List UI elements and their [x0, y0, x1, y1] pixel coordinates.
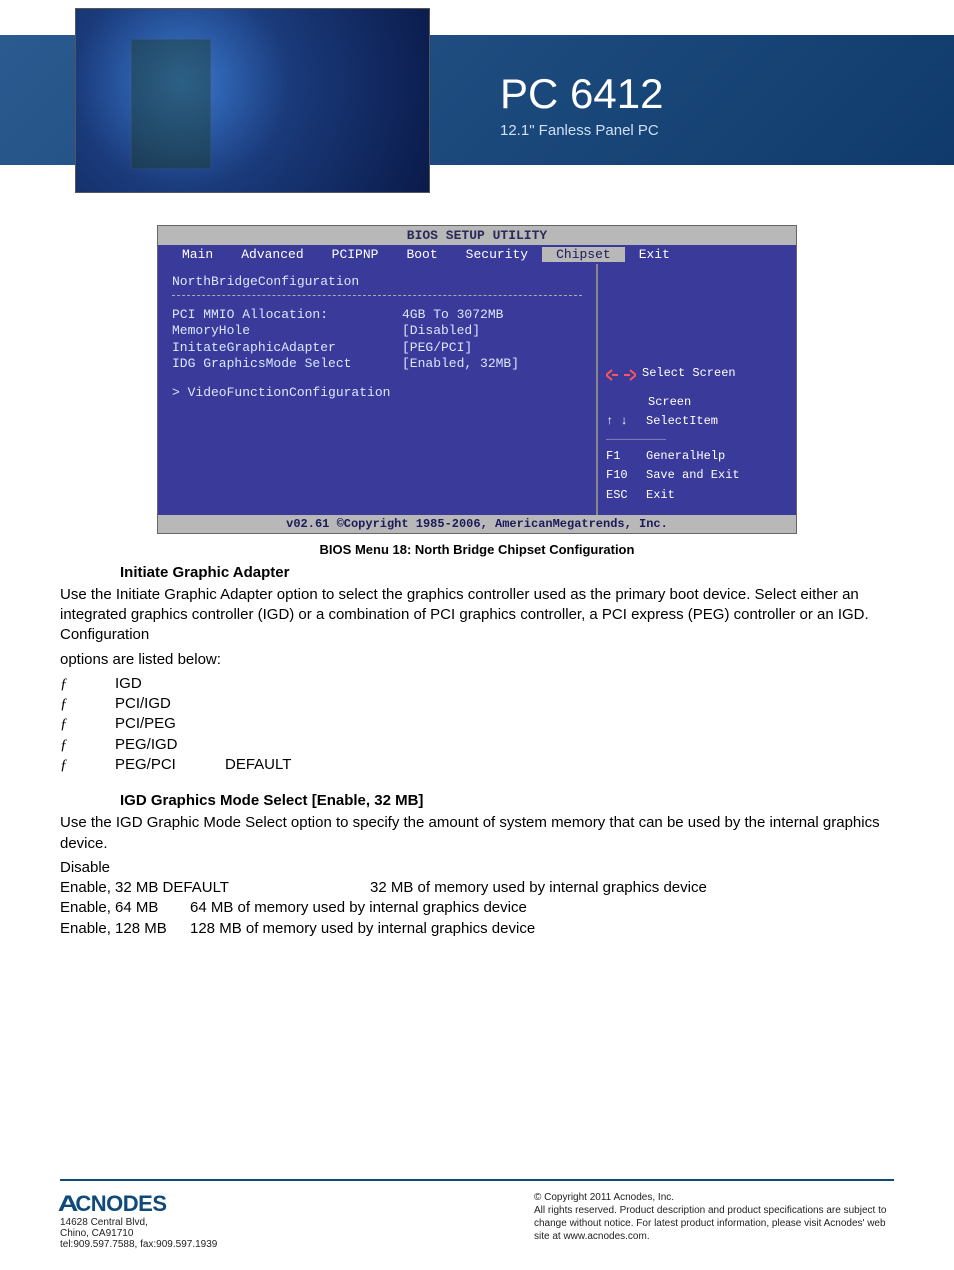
mem-row: Enable, 128 MB128 MB of memory used by i… [60, 919, 894, 939]
left-right-arrows-icon [606, 364, 636, 393]
initiate-paragraph-cont: options are listed below: [60, 650, 894, 670]
acnodes-logo: ACNODES [60, 1191, 217, 1217]
mem-option: Disable [60, 858, 190, 878]
footer-divider [60, 1179, 894, 1181]
option-bullet: ƒ [60, 714, 115, 734]
footer-copyright: © Copyright 2011 Acnodes, Inc. [534, 1191, 894, 1204]
bios-tab-security: Security [452, 247, 542, 262]
bios-setting-label: MemoryHole [172, 323, 402, 338]
bios-setting-row: MemoryHole[Disabled] [172, 323, 582, 338]
option-name: PEG/PCI [115, 755, 225, 775]
mem-option: Enable, 128 MB [60, 919, 190, 939]
bios-setting-label: IDG GraphicsMode Select [172, 356, 402, 371]
option-bullet: ƒ [60, 694, 115, 714]
bios-help-line: F1GeneralHelp [606, 447, 788, 466]
option-default: DEFAULT [225, 755, 291, 775]
header-product-image [75, 8, 430, 193]
product-subtitle: 12.1" Fanless Panel PC [500, 122, 663, 139]
option-bullet: ƒ [60, 674, 115, 694]
bios-setting-row: InitateGraphicAdapter[PEG/PCI] [172, 340, 582, 355]
bios-title-bar: BIOS SETUP UTILITY [158, 226, 796, 245]
bios-setting-value: 4GB To 3072MB [402, 307, 503, 322]
option-bullet: ƒ [60, 735, 115, 755]
bios-tab-main: Main [168, 247, 227, 262]
option-name: PCI/IGD [115, 694, 225, 714]
bios-help-line: F10Save and Exit [606, 466, 788, 485]
option-row: ƒPCI/PEG [60, 714, 894, 734]
help-select-item: SelectItem [646, 412, 718, 431]
bios-section-heading: NorthBridgeConfiguration [172, 274, 582, 289]
bios-footer: v02.61 ©Copyright 1985-2006, AmericanMeg… [158, 515, 796, 533]
bios-help-text: GeneralHelp [646, 447, 725, 466]
bios-tab-chipset: Chipset [542, 247, 625, 262]
mem-row: Disable [60, 858, 894, 878]
mem-desc: 64 MB of memory used by internal graphic… [190, 898, 527, 918]
footer-addr1: 14628 Central Blvd, [60, 1217, 217, 1228]
bios-setting-value: [PEG/PCI] [402, 340, 472, 355]
initiate-paragraph: Use the Initiate Graphic Adapter option … [60, 585, 894, 646]
mem-row: Enable, 64 MB64 MB of memory used by int… [60, 898, 894, 918]
bios-help-key: F10 [606, 466, 646, 485]
option-row: ƒPCI/IGD [60, 694, 894, 714]
header-banner: PC 6412 12.1" Fanless Panel PC [0, 0, 954, 205]
igd-paragraph: Use the IGD Graphic Mode Select option t… [60, 813, 894, 854]
mem-desc: 32 MB of memory used by internal graphic… [370, 878, 707, 898]
product-title: PC 6412 [500, 70, 663, 118]
bios-divider [172, 295, 582, 296]
bios-tab-boot: Boot [392, 247, 451, 262]
option-row: ƒIGD [60, 674, 894, 694]
mem-desc: 128 MB of memory used by internal graphi… [190, 919, 535, 939]
logo-swoosh-icon: A [58, 1191, 78, 1217]
bios-setting-row: IDG GraphicsMode Select[Enabled, 32MB] [172, 356, 582, 371]
footer-right: © Copyright 2011 Acnodes, Inc. All right… [534, 1191, 894, 1243]
mem-option: Enable, 64 MB [60, 898, 190, 918]
bios-setting-value: [Disabled] [402, 323, 480, 338]
bios-tab-pcipnp: PCIPNP [318, 247, 393, 262]
doc-body: Initiate Graphic Adapter Use the Initiat… [0, 563, 954, 939]
bios-help-key: ESC [606, 486, 646, 505]
bios-submenu: > VideoFunctionConfiguration [172, 385, 582, 400]
bios-help-text: Save and Exit [646, 466, 740, 485]
option-bullet: ƒ [60, 755, 115, 775]
mem-row: Enable, 32 MB DEFAULT32 MB of memory use… [60, 878, 894, 898]
option-name: PEG/IGD [115, 735, 225, 755]
help-truncated: ………………………… [606, 431, 788, 447]
bios-setting-label: InitateGraphicAdapter [172, 340, 402, 355]
bios-setting-value: [Enabled, 32MB] [402, 356, 519, 371]
footer-addr3: tel:909.597.7588, fax:909.597.1939 [60, 1239, 217, 1250]
bios-help-key: F1 [606, 447, 646, 466]
bios-main-panel: NorthBridgeConfiguration PCI MMIO Alloca… [158, 264, 596, 515]
bios-screenshot: BIOS SETUP UTILITY MainAdvancedPCIPNPBoo… [157, 225, 797, 534]
up-down-arrows-icon: ↑ ↓ [606, 412, 646, 431]
bios-setting-label: PCI MMIO Allocation: [172, 307, 402, 322]
section-heading-igd: IGD Graphics Mode Select [Enable, 32 MB] [120, 791, 894, 811]
option-name: IGD [115, 674, 225, 694]
bios-help-line: ESCExit [606, 486, 788, 505]
mem-option: Enable, 32 MB DEFAULT [60, 878, 370, 898]
option-name: PCI/PEG [115, 714, 225, 734]
footer-disclaimer: All rights reserved. Product description… [534, 1204, 894, 1243]
help-select-screen: Select Screen [642, 364, 736, 393]
option-row: ƒPEG/IGD [60, 735, 894, 755]
footer-left: ACNODES 14628 Central Blvd, Chino, CA917… [60, 1191, 217, 1250]
option-row: ƒPEG/PCIDEFAULT [60, 755, 894, 775]
bios-tab-advanced: Advanced [227, 247, 317, 262]
bios-help-text: Exit [646, 486, 675, 505]
bios-caption: BIOS Menu 18: North Bridge Chipset Confi… [157, 542, 797, 557]
section-heading-initiate: Initiate Graphic Adapter [120, 563, 894, 583]
footer-addr2: Chino, CA91710 [60, 1228, 217, 1239]
bios-tab-exit: Exit [625, 247, 684, 262]
bios-help-panel: Select Screen Screen ↑ ↓ SelectItem …………… [596, 264, 796, 515]
help-screen-word: Screen [648, 393, 788, 412]
logo-text: CNODES [75, 1191, 166, 1216]
bios-tab-bar: MainAdvancedPCIPNPBootSecurityChipsetExi… [158, 245, 796, 264]
bios-setting-row: PCI MMIO Allocation:4GB To 3072MB [172, 307, 582, 322]
